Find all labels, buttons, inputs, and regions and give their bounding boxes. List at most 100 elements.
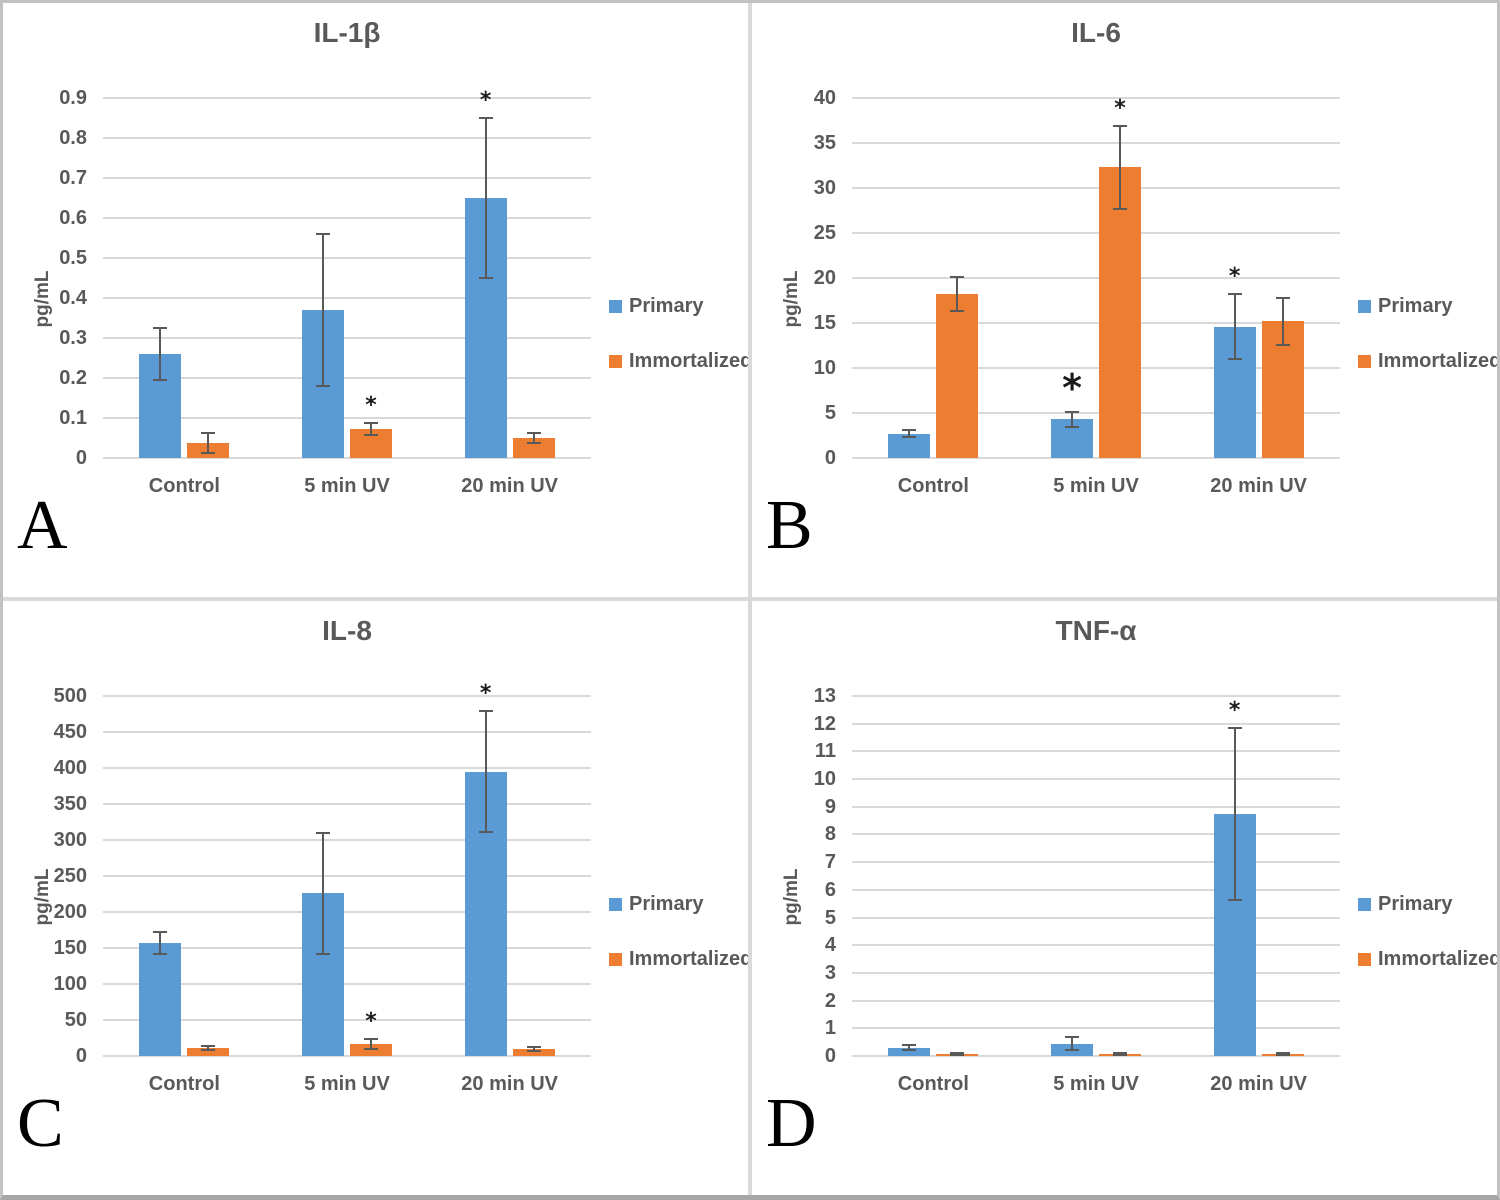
x-axis-category-label: 5 min UV [1053,1073,1139,1095]
error-bar-cap [201,1044,216,1047]
y-axis-tick-label: 1 [824,1017,836,1040]
error-bar [370,1038,372,1049]
error-bar [1071,1036,1073,1051]
y-axis-tick-label: 4 [824,934,836,957]
gridline [103,1055,591,1057]
y-axis-tick-label: 0.6 [59,207,87,229]
legend-label: Primary [1378,295,1453,317]
y-axis-tick-label: 0 [75,447,87,469]
error-bar [370,422,372,435]
gridline [852,277,1340,279]
gridline [103,803,591,805]
immortalized-color-swatch [609,355,622,368]
significance-asterisk: * [1062,366,1082,411]
error-bar-cap [478,117,493,119]
error-bar [1071,412,1073,427]
error-bar-cap [316,385,330,387]
gridline [103,695,591,697]
panel-letter: B [766,487,813,564]
error-bar [484,118,487,278]
gridline [852,457,1340,459]
error-bar-cap [478,710,493,713]
error-bar-cap [316,233,330,235]
error-bar-cap [1275,296,1290,299]
primary-color-swatch [1358,300,1371,313]
legend: Primary Immortalized [1358,295,1497,405]
gridline [852,750,1340,753]
error-bar-cap [364,1037,378,1040]
bar-primary-control [888,1047,931,1056]
y-axis-tick-label: 0.3 [59,327,87,349]
y-axis-tick-label: 10 [813,357,836,379]
error-bar-cap [1065,411,1079,414]
error-bar-cap [153,327,168,329]
y-axis-tick-label: 0.8 [59,127,87,149]
error-bar-cap [1113,207,1127,210]
x-axis-category-label: Control [148,1073,220,1095]
chart-title: IL-8 [322,615,372,646]
gridline [852,916,1340,919]
error-bar [1233,727,1236,900]
error-bar-cap [153,379,168,381]
error-bar-cap [950,276,965,279]
gridline [852,367,1340,369]
y-axis-tick-label: 150 [53,937,87,959]
error-bar-cap [902,1044,917,1047]
error-bar-cap [1113,124,1127,127]
y-axis-tick-label: 100 [53,973,87,995]
chart-title: TNF-α [1055,615,1137,646]
error-bar-cap [1275,343,1290,346]
gridline [103,767,591,769]
gridline [852,805,1340,808]
bar-immortalized-20-min-uv [512,438,555,458]
y-axis-tick-label: 0.1 [59,407,87,429]
error-bar [159,328,162,380]
error-bar-cap [950,1053,965,1056]
error-bar-cap [478,831,493,834]
gridline [852,999,1340,1002]
y-axis-tick-label: 0 [824,447,836,469]
y-axis-tick-label: 7 [824,851,836,874]
y-axis-tick-label: 2 [824,989,836,1012]
y-axis-tick-label: 0.5 [59,247,87,269]
y-axis-tick-label: 0.2 [59,367,87,389]
y-axis-tick-label: 0.4 [59,287,87,309]
error-bar-cap [1227,358,1242,360]
error-bar-cap [1113,1053,1127,1056]
panel-letter: D [766,1085,817,1162]
y-axis-tick-label: 8 [824,823,836,846]
y-axis-tick-label: 12 [813,712,836,735]
significance-asterisk: * [1228,264,1241,290]
error-bar-cap [1275,1052,1290,1055]
gridline [852,1027,1340,1030]
gridline [103,297,591,299]
x-axis-category-label: 20 min UV [461,475,558,497]
error-bar-cap [478,277,493,279]
primary-color-swatch [1358,898,1371,911]
y-axis-tick-label: 50 [64,1009,87,1031]
bar-immortalized-5-min-uv [350,1043,392,1056]
gridline [103,417,591,419]
significance-asterisk: * [479,88,492,113]
x-axis-category-label: 20 min UV [461,1073,558,1095]
y-axis-tick-label: 0.9 [59,87,87,109]
x-axis-category-label: 5 min UV [304,475,390,497]
gridline [852,1055,1340,1057]
gridline [103,337,591,339]
error-bar-cap [1065,1035,1079,1038]
error-bar-cap [1227,898,1242,901]
y-axis-tick-label: 250 [53,865,87,887]
legend-item-immortalized: Immortalized [1358,948,1497,971]
y-axis-tick-label: 10 [813,768,836,791]
error-bar-cap [1113,1052,1127,1055]
x-axis-category-label: Control [897,1073,969,1095]
error-bar-cap [201,451,216,454]
y-axis-tick-label: 11 [814,740,836,763]
error-bar-cap [201,431,216,434]
y-axis-tick-label: 0 [75,1045,87,1067]
legend-item-primary: Primary [609,295,748,318]
legend-item-primary: Primary [1358,893,1497,916]
error-bar-cap [1065,1049,1079,1052]
